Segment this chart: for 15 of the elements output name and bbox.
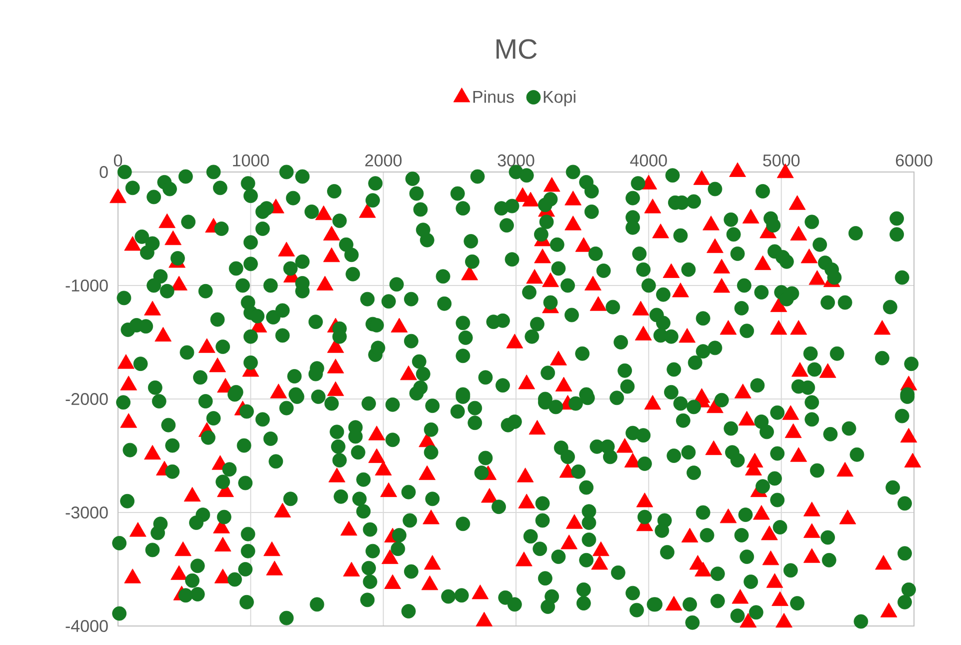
x-tick-label: 2000 — [365, 154, 402, 166]
y-tick-label: -3000 — [66, 506, 108, 519]
legend-label: Kopi — [544, 90, 576, 106]
x-tick-label: 6000 — [896, 154, 932, 166]
x-tick-label: 1000 — [233, 154, 269, 166]
legend-label: Pinus — [473, 90, 514, 103]
y-tick-label: 0 — [100, 166, 108, 178]
chart-title: MC — [496, 39, 537, 59]
y-tick-label: -1000 — [66, 279, 108, 292]
x-tick-label: 5000 — [763, 154, 800, 166]
y-tick-label: -2000 — [66, 392, 108, 406]
y-tick-label: -4000 — [66, 620, 108, 632]
x-tick-label: 4000 — [630, 154, 667, 166]
x-tick-label: 3000 — [498, 154, 534, 166]
x-tick-label: 0 — [114, 154, 122, 166]
